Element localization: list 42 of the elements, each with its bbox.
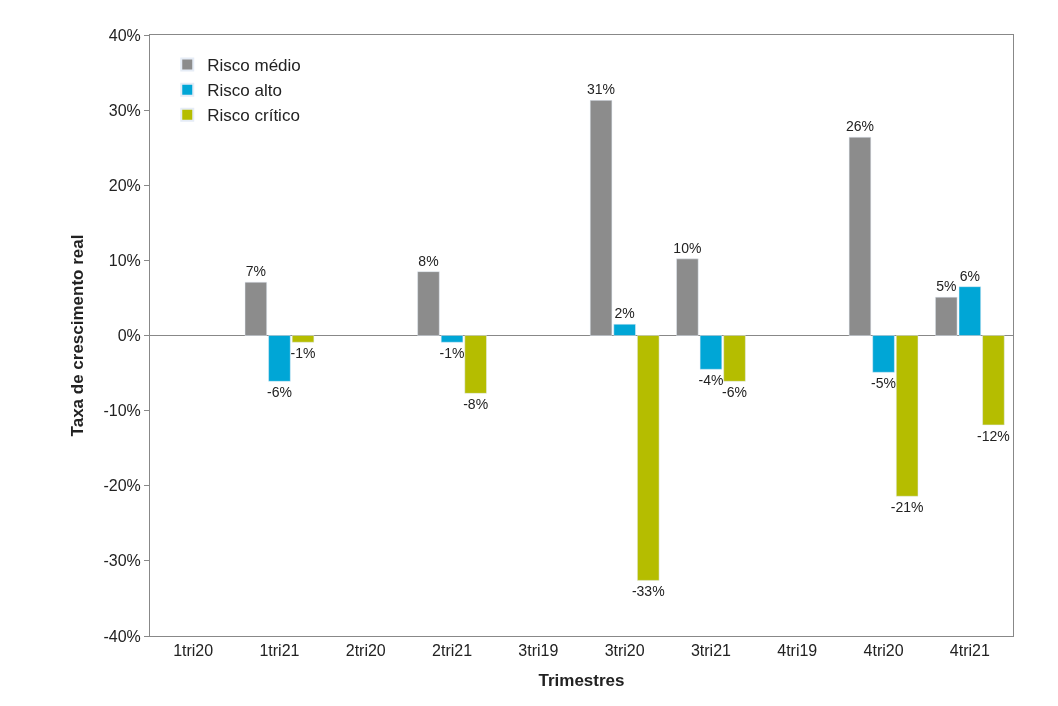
data-label: -1% [290,345,316,362]
data-label: -1% [439,345,465,362]
data-label: -6% [267,384,292,401]
x-axis-title: Trimestres [538,670,625,690]
data-label: 31% [587,81,616,98]
data-label: -5% [871,375,896,392]
y-tick-label: 10% [108,251,141,269]
y-tick-label: -10% [103,402,141,420]
y-tick-label: 20% [108,176,141,194]
x-tick-label: 4tri21 [949,642,990,660]
x-tick-label: 3tri19 [518,642,559,660]
data-label: -6% [722,384,747,401]
legend-label: Risco alto [207,81,282,101]
data-label: -33% [631,583,665,600]
legend-label: Risco médio [207,56,301,76]
y-tick-label: 30% [108,101,141,119]
x-tick-label: 4tri20 [863,642,904,660]
x-tick-label: 1tri21 [259,642,300,660]
data-label: -8% [463,396,489,413]
legend-label: Risco crítico [207,106,300,126]
y-tick-label: -30% [103,552,141,570]
y-axis-title: Taxa de crescimento real [67,234,87,437]
data-label: 26% [845,118,874,135]
data-label: 10% [673,239,702,256]
x-tick-label: 3tri20 [604,642,645,660]
y-tick-label: -20% [103,477,141,495]
data-label: -4% [698,372,724,389]
data-label: -21% [890,499,924,516]
x-tick-label: 3tri21 [690,642,732,660]
data-label: 7% [245,263,266,280]
y-tick-label: 0% [117,327,141,345]
y-tick-label: -40% [103,627,141,645]
data-label: 5% [936,278,957,295]
x-tick-label: 1tri20 [173,642,214,660]
data-label: 8% [418,252,439,269]
x-tick-label: 2tri21 [432,642,473,660]
y-tick-label: 40% [108,26,141,44]
data-label: -12% [977,427,1010,444]
data-label: 6% [959,267,980,284]
data-label: 2% [614,305,635,322]
x-tick-label: 2tri20 [345,642,386,660]
x-tick-label: 4tri19 [777,642,818,660]
